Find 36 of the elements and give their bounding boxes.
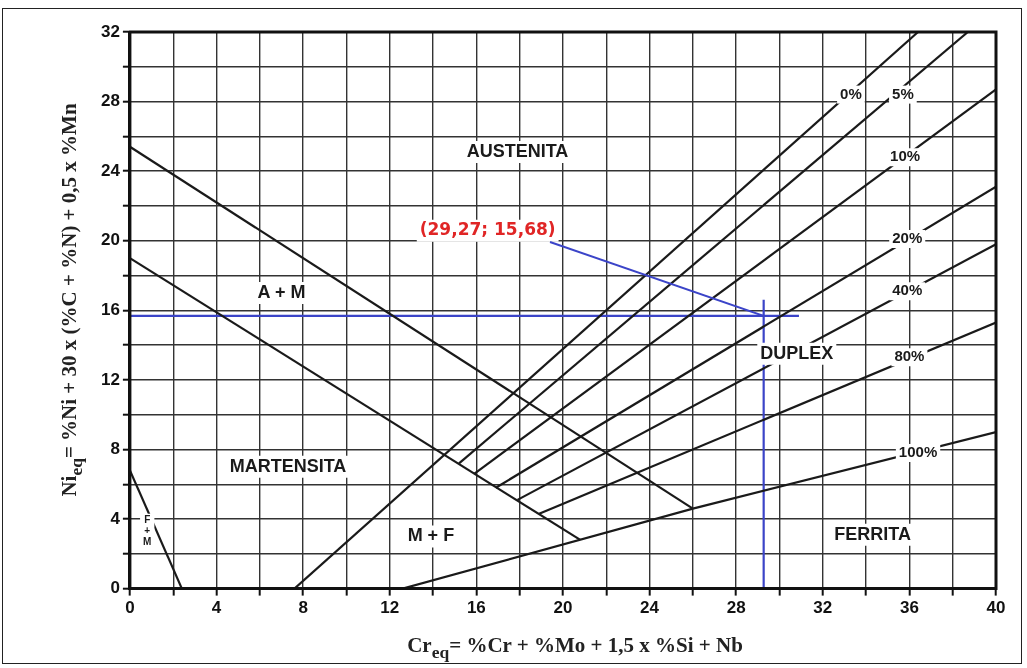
series-label: 0% (840, 84, 862, 102)
annotation: FERRITA (834, 523, 911, 544)
x-tick-label: 12 (380, 598, 400, 618)
x-tick-label: 8 (298, 598, 308, 618)
y-tick-label: 0 (110, 578, 120, 598)
annotation: M + F (407, 525, 455, 546)
y-tick-label: 12 (100, 369, 120, 389)
annotation: MARTENSITA (229, 455, 347, 476)
series-label: 40% (892, 281, 923, 299)
x-axis-title: Cr$_{eq}$= %Cr + %Mo + 1,5 x %Si + Nb (407, 633, 743, 663)
annotation: (29,27; 15,68) (419, 219, 556, 240)
series-label: 80% (894, 347, 925, 365)
annotation: AUSTENITA (466, 140, 569, 161)
x-tick-label: 16 (466, 598, 486, 618)
series-label: 100% (898, 443, 938, 461)
y-tick-label: 32 (100, 21, 120, 41)
x-tick-label: 32 (813, 598, 833, 618)
series-label: 5% (892, 84, 914, 102)
series-label: 20% (892, 229, 923, 247)
annotation: A + M (257, 281, 306, 302)
y-tick-label: 4 (110, 508, 121, 528)
x-tick-label: 0 (125, 598, 135, 618)
y-tick-label: 8 (110, 439, 120, 459)
x-tick-label: 4 (211, 598, 222, 618)
x-tick-label: 20 (553, 598, 573, 618)
x-tick-label: 28 (726, 598, 746, 618)
x-tick-label: 40 (986, 598, 1006, 618)
x-tick-label: 24 (640, 598, 660, 618)
y-tick-label: 16 (100, 299, 120, 319)
x-tick-label: 36 (899, 598, 919, 618)
y-tick-label: 28 (100, 91, 120, 111)
y-tick-label: 24 (100, 160, 121, 180)
annotation: DUPLEX (760, 342, 834, 363)
series-label: 10% (890, 147, 921, 165)
y-tick-label: 20 (100, 230, 120, 250)
annotation: F + M (143, 513, 152, 547)
